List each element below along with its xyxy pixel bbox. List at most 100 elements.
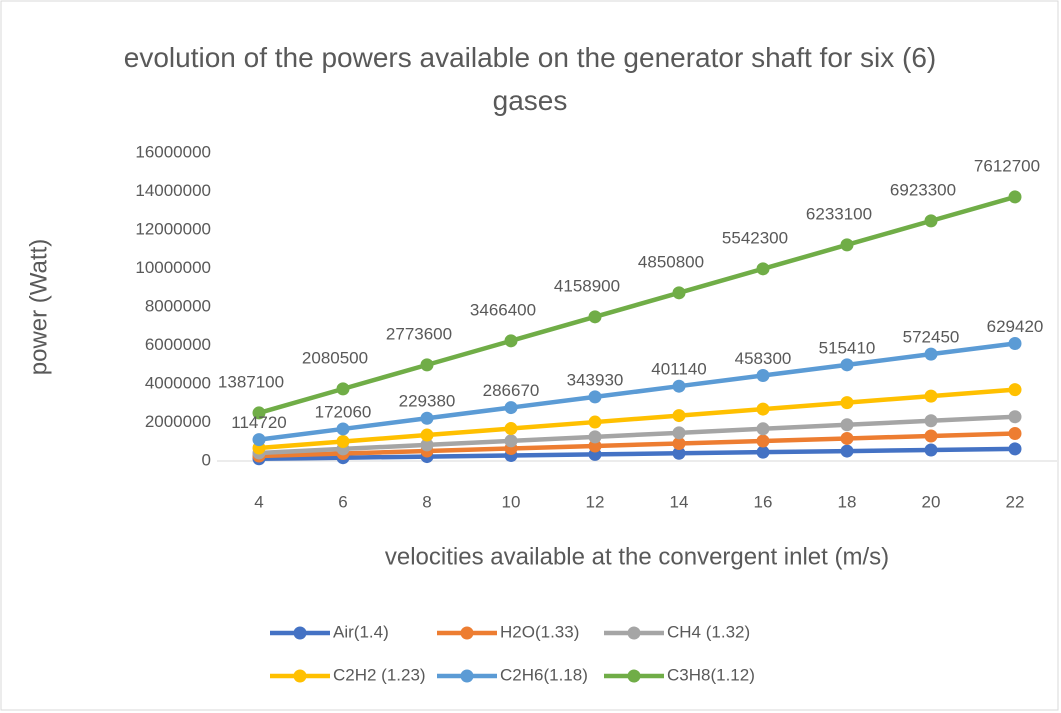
data-label: 1387100 [218,372,284,391]
x-tick-label: 12 [586,492,605,511]
data-point [336,422,350,436]
series-line [258,414,1016,456]
data-point [924,429,938,443]
data-point [1008,336,1022,350]
data-point [840,444,854,458]
data-point [588,439,602,453]
data-label: 286670 [483,381,540,400]
data-point [756,262,770,276]
x-tick-label: 18 [838,492,857,511]
data-label: 515410 [819,338,876,357]
data-point [924,414,938,428]
legend-label: Air(1.4) [333,622,389,641]
data-point [756,369,770,383]
legend-label: CH4 (1.32) [667,622,750,641]
data-point [1008,190,1022,204]
data-label: 3466400 [470,300,536,319]
series-line [258,431,1016,459]
x-tick-label: 16 [754,492,773,511]
y-tick-label: 12000000 [135,219,211,238]
y-tick-label: 6000000 [145,335,211,354]
legend-marker [627,669,641,683]
data-point [252,433,266,447]
data-point [504,334,518,348]
data-label: 458300 [735,349,792,368]
x-tick-label: 4 [254,492,263,511]
data-point [336,382,350,396]
data-label: 6923300 [890,180,956,199]
data-point [1008,442,1022,456]
data-label: 2080500 [302,348,368,367]
data-point [924,443,938,457]
data-point [1008,410,1022,424]
data-point [588,310,602,324]
x-tick-label: 10 [502,492,521,511]
legend-marker [627,626,641,640]
x-tick-label: 20 [922,492,941,511]
data-label: 4158900 [554,276,620,295]
data-label: 6233100 [806,204,872,223]
chart-title: evolution of the powers available on the… [123,42,937,116]
data-point [840,358,854,372]
data-point [252,406,266,420]
data-point [420,438,434,452]
legend-marker [460,626,474,640]
data-point [924,347,938,361]
data-point [588,390,602,404]
x-axis-title: velocities available at the convergent i… [385,543,889,570]
data-point [1008,426,1022,440]
y-tick-label: 4000000 [145,373,211,392]
series-line [258,387,1016,451]
data-point [504,434,518,448]
data-label: 401140 [651,360,706,379]
legend-label: H2O(1.33) [500,622,579,641]
legend-marker [293,669,307,683]
data-label: 5542300 [722,228,788,247]
data-label: 114720 [231,413,286,432]
legend-label: C2H6(1.18) [500,665,588,684]
y-tick-label: 0 [202,450,211,469]
y-tick-label: 14000000 [135,181,211,200]
data-point [504,401,518,415]
data-label: 572450 [903,328,960,347]
series-line [258,446,1016,462]
y-tick-label: 10000000 [135,258,211,277]
y-tick-label: 8000000 [145,296,211,315]
series-line [258,341,1016,442]
data-point [672,436,686,450]
data-label: 7612700 [974,156,1040,175]
data-point [1008,383,1022,397]
legend-marker [460,669,474,683]
y-tick-label: 16000000 [135,142,211,161]
data-point [756,434,770,448]
y-axis-title: power (Watt) [25,239,52,375]
data-point [588,415,602,429]
data-point [672,286,686,300]
y-tick-label: 2000000 [145,412,211,431]
data-label: 2773600 [386,324,452,343]
legend-marker [293,626,307,640]
data-point [336,435,350,449]
data-point [420,428,434,442]
data-point [840,418,854,432]
data-point [672,379,686,393]
data-point [756,445,770,459]
data-point [840,396,854,410]
data-point [756,402,770,416]
data-label: 629420 [987,317,1044,336]
x-tick-label: 8 [422,492,431,511]
data-point [840,238,854,252]
data-label: 343930 [567,370,624,389]
data-point [672,446,686,460]
data-label: 229380 [399,392,456,411]
data-point [588,430,602,444]
data-point [672,409,686,423]
x-tick-label: 14 [670,492,689,511]
data-point [840,431,854,445]
series-line [258,194,1016,416]
data-point [756,422,770,436]
data-point [504,422,518,436]
